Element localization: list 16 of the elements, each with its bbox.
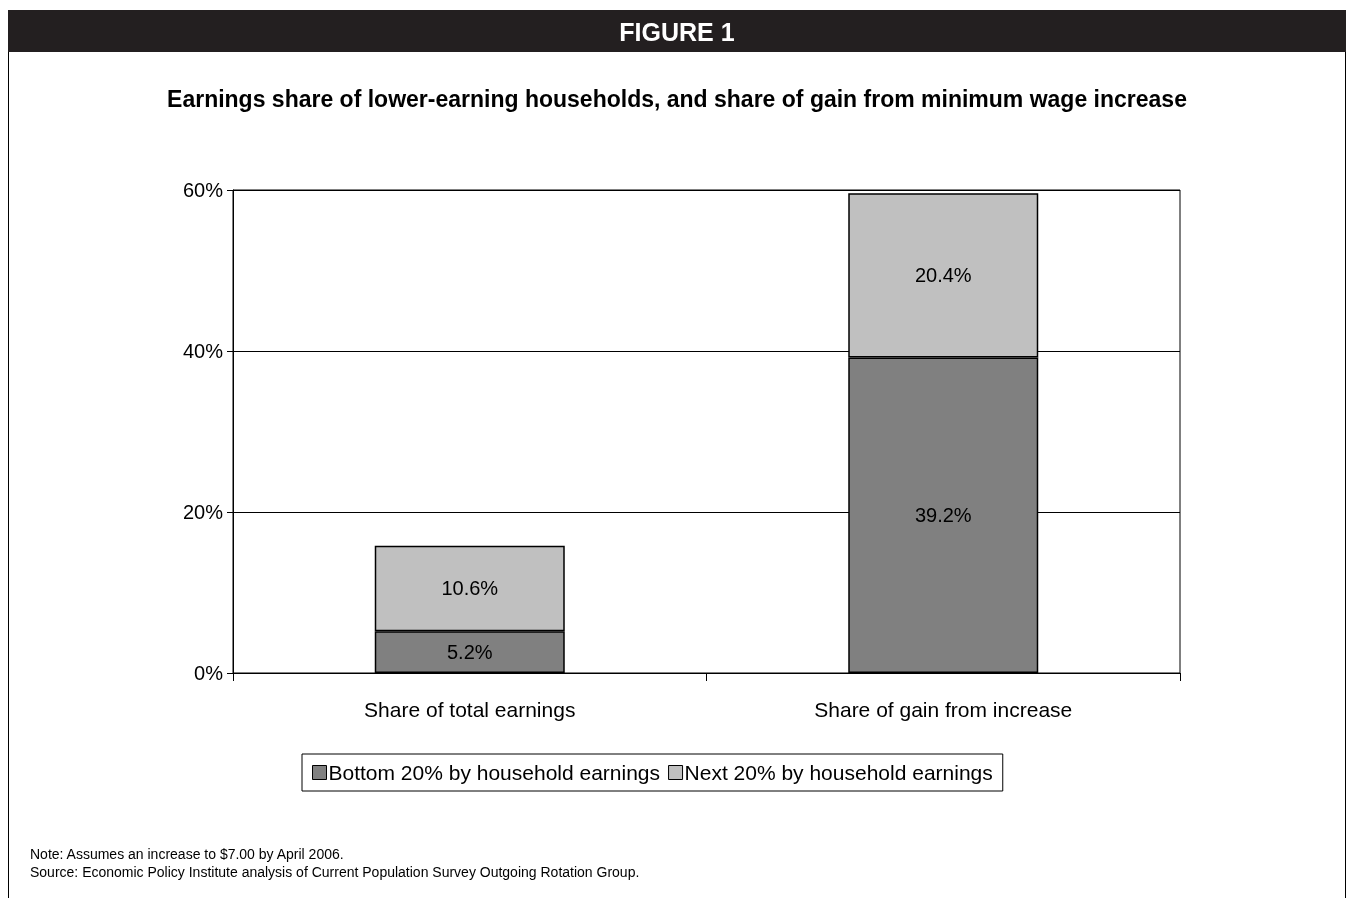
chart-subtitle: Earnings share of lower-earning households, and share of gain from minimum wage increase (166, 86, 1188, 113)
text: Note: Assumes an increase to $7.00 by April 2006. (30, 845, 345, 863)
legend-label: Bottom 20% by household earnings (328, 761, 661, 784)
y-tick-label: 40% (182, 340, 224, 362)
data-label: 39.2% (914, 504, 972, 527)
y-tick-label: 0% (194, 662, 224, 684)
data-label: 20.4% (914, 264, 972, 287)
x-tick-label: Share of gain from increase (814, 698, 1073, 721)
legend-label: Next 20% by household earnings (684, 761, 993, 784)
source-note: Source: Economic Policy Institute analysis of Current Population Survey Outgoing Rotation Group. (30, 863, 640, 881)
chart-title: FIGURE 1 (8, 10, 1346, 52)
data-label: 5.2% (446, 641, 493, 664)
x-tick-label: Share of total earnings (364, 698, 576, 721)
y-tick-label: 60% (182, 179, 224, 201)
data-label: 10.6% (441, 577, 499, 600)
y-tick-label: 20% (182, 501, 224, 523)
